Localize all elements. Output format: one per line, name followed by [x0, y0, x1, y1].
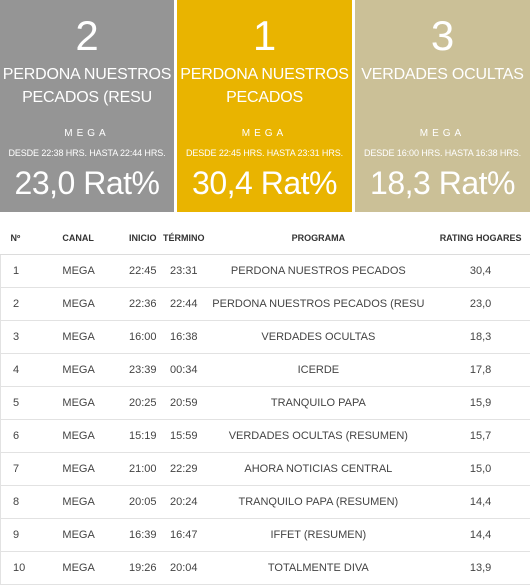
header-end: TÉRMINO [162, 222, 206, 255]
header-program: PROGRAMA [205, 222, 432, 255]
table-row: 5 MEGA 20:25 20:59 TRANQUILO PAPA 15,9 [0, 386, 530, 420]
cell-end: 23:31 [162, 254, 206, 288]
cell-channel: MEGA [46, 452, 124, 486]
cell-end: 20:04 [162, 551, 206, 585]
cell-number: 3 [0, 320, 47, 354]
cell-number: 7 [0, 452, 47, 486]
cell-rating: 14,4 [431, 518, 530, 552]
cell-end: 16:38 [162, 320, 206, 354]
cell-rating: 18,3 [431, 320, 530, 354]
cell-number: 4 [0, 353, 47, 387]
cell-channel: MEGA [46, 551, 124, 585]
cell-program: AHORA NOTICIAS CENTRAL [205, 452, 432, 486]
cell-end: 20:59 [162, 386, 206, 420]
cell-rating: 13,9 [431, 551, 530, 585]
card-rank: 1 [252, 12, 277, 59]
cell-channel: MEGA [46, 485, 124, 519]
cell-channel: MEGA [46, 320, 124, 354]
cell-end: 16:47 [162, 518, 206, 552]
cell-end: 22:29 [162, 452, 206, 486]
cell-start: 21:00 [123, 452, 163, 486]
card-period: DESDE 16:00 HRS. HASTA 16:38 HRS. [363, 148, 522, 158]
top-card-rank-2: 2 PERDONA NUESTROS PECADOS (RESU MEGA DE… [0, 0, 174, 212]
cell-rating: 15,7 [431, 419, 530, 453]
cell-number: 8 [0, 485, 47, 519]
header-number: Nº [0, 222, 47, 255]
cell-number: 9 [0, 518, 47, 552]
cell-start: 20:05 [123, 485, 163, 519]
cell-number: 2 [0, 287, 47, 321]
card-rating: 30,4 Rat% [192, 165, 337, 201]
cell-channel: MEGA [46, 386, 124, 420]
card-program: PERDONA NUESTROS PECADOS (RESU [2, 66, 172, 106]
card-period: DESDE 22:45 HRS. HASTA 23:31 HRS. [185, 148, 344, 158]
cell-program: PERDONA NUESTROS PECADOS [205, 254, 432, 288]
cell-program: ICERDE [205, 353, 432, 387]
cell-rating: 23,0 [431, 287, 530, 321]
ratings-table-container: Nº CANAL INICIO TÉRMINO PROGRAMA RATING … [0, 222, 530, 585]
cell-start: 16:39 [123, 518, 163, 552]
table-row: 7 MEGA 21:00 22:29 AHORA NOTICIAS CENTRAL 15,… [0, 452, 530, 486]
cell-number: 10 [0, 551, 47, 585]
cell-channel: MEGA [46, 419, 124, 453]
cell-start: 16:00 [123, 320, 163, 354]
cell-rating: 14,4 [431, 485, 530, 519]
top-card-rank-3: 3 VERDADES OCULTAS MEGA DESDE 16:00 HRS.… [355, 0, 530, 212]
cell-program: TOTALMENTE DIVA [205, 551, 432, 585]
cell-start: 15:19 [123, 419, 163, 453]
cell-end: 20:24 [162, 485, 206, 519]
header-start: INICIO [123, 222, 163, 255]
cell-channel: MEGA [46, 287, 124, 321]
cell-rating: 30,4 [431, 254, 530, 288]
table-row: 10 MEGA 19:26 20:04 TOTALMENTE DIVA 13,9 [0, 551, 530, 585]
cell-rating: 15,9 [431, 386, 530, 420]
card-program: PERDONA NUESTROS PECADOS [180, 66, 349, 106]
cell-program: IFFET (RESUMEN) [205, 518, 432, 552]
table-row: 1 MEGA 22:45 23:31 PERDONA NUESTROS PECADOS 3… [0, 254, 530, 288]
table-row: 2 MEGA 22:36 22:44 PERDONA NUESTROS PECADOS … [0, 287, 530, 321]
cell-end: 00:34 [162, 353, 206, 387]
cell-number: 5 [0, 386, 47, 420]
cell-number: 6 [0, 419, 47, 453]
cell-number: 1 [0, 254, 47, 288]
table-row: 9 MEGA 16:39 16:47 IFFET (RESUMEN) 14,4 [0, 518, 530, 552]
cell-start: 22:45 [123, 254, 163, 288]
card-channel: MEGA [419, 128, 466, 139]
cell-program: TRANQUILO PAPA [205, 386, 432, 420]
cell-program: VERDADES OCULTAS [205, 320, 432, 354]
cell-end: 15:59 [162, 419, 206, 453]
card-program: VERDADES OCULTAS [361, 66, 524, 83]
cell-start: 22:36 [123, 287, 163, 321]
top-card-rank-1: 1 PERDONA NUESTROS PECADOS MEGA DESDE 22… [177, 0, 352, 212]
cell-program: VERDADES OCULTAS (RESUMEN) [205, 419, 432, 453]
cell-start: 23:39 [123, 353, 163, 387]
card-channel: MEGA [241, 128, 288, 139]
cell-channel: MEGA [46, 254, 124, 288]
card-channel: MEGA [64, 128, 110, 139]
table-row: 8 MEGA 20:05 20:24 TRANQUILO PAPA (RESUMEN) 1… [0, 485, 530, 519]
table-row: 4 MEGA 23:39 00:34 ICERDE 17,8 [0, 353, 530, 387]
ratings-table: Nº CANAL INICIO TÉRMINO PROGRAMA RATING … [0, 222, 530, 585]
cell-start: 20:25 [123, 386, 163, 420]
header-rating: RATING HOGARES [431, 222, 530, 255]
cell-rating: 17,8 [431, 353, 530, 387]
card-rank: 2 [75, 12, 99, 59]
card-period: DESDE 22:38 HRS. HASTA 22:44 HRS. [8, 148, 166, 158]
card-rating: 18,3 Rat% [370, 165, 515, 201]
card-rating: 23,0 Rat% [14, 165, 160, 201]
card-rank: 3 [430, 12, 455, 59]
cell-program: PERDONA NUESTROS PECADOS (RESU [205, 287, 432, 321]
cell-program: TRANQUILO PAPA (RESUMEN) [205, 485, 432, 519]
cell-end: 22:44 [162, 287, 206, 321]
cell-channel: MEGA [46, 518, 124, 552]
header-channel: CANAL [46, 222, 124, 255]
cell-start: 19:26 [123, 551, 163, 585]
table-row: 3 MEGA 16:00 16:38 VERDADES OCULTAS 18,3 [0, 320, 530, 354]
cell-rating: 15,0 [431, 452, 530, 486]
top-three-cards: 2 PERDONA NUESTROS PECADOS (RESU MEGA DE… [0, 0, 532, 213]
table-header-row: Nº CANAL INICIO TÉRMINO PROGRAMA RATING … [0, 222, 530, 255]
cell-channel: MEGA [46, 353, 124, 387]
table-row: 6 MEGA 15:19 15:59 VERDADES OCULTAS (RESUMEN… [0, 419, 530, 453]
